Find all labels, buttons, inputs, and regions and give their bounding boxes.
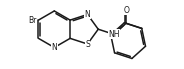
Text: Br: Br	[28, 16, 37, 25]
Text: S: S	[85, 40, 90, 49]
Text: N: N	[85, 10, 90, 19]
Text: NH: NH	[108, 30, 120, 39]
Text: N: N	[52, 43, 57, 52]
Text: O: O	[123, 6, 129, 15]
